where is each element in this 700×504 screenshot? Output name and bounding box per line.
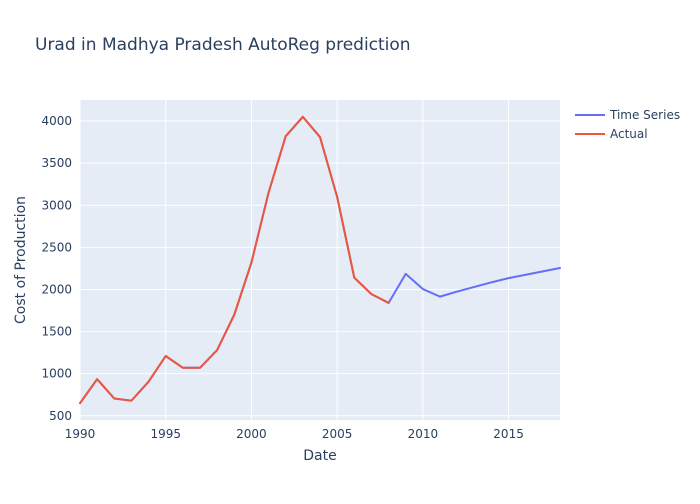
y-tick-label: 1000 [41,367,72,381]
legend-label: Actual [610,127,648,141]
chart-title: Urad in Madhya Pradesh AutoReg predictio… [35,35,411,55]
x-tick-label: 2005 [322,427,353,441]
legend: Time Series Actual [575,108,680,141]
x-tick-label: 2000 [236,427,267,441]
y-tick-label: 2000 [41,282,72,296]
y-tick-label: 1500 [41,325,72,339]
y-tick-label: 2500 [41,240,72,254]
x-tick-label: 2015 [493,427,524,441]
series-lines [79,115,561,405]
tick-labels: 1990 1995 2000 2005 2010 2015 500 1000 1500 2000 2… [41,114,523,441]
x-tick-label: 1995 [150,427,181,441]
legend-label: Time Series [609,108,680,122]
y-tick-label: 3000 [41,198,72,212]
x-tick-label: 1990 [65,427,96,441]
plot-area [80,100,560,420]
y-tick-label: 4000 [41,114,72,128]
grid [79,100,560,420]
y-axis-title: Cost of Production [13,196,29,324]
x-tick-label: 2010 [408,427,439,441]
x-axis-title: Date [303,448,336,464]
series-line-actual [79,115,390,405]
y-tick-label: 500 [49,409,72,423]
y-tick-label: 3500 [41,156,72,170]
